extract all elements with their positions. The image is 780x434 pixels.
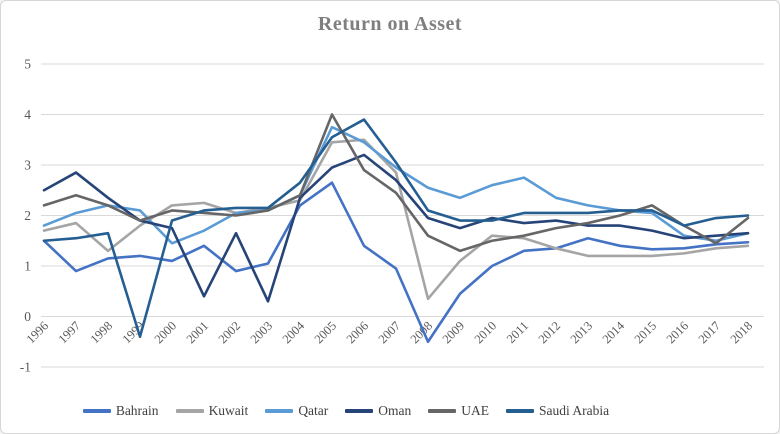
legend-swatch: [82, 409, 111, 413]
legend-label: Qatar: [298, 403, 329, 418]
y-tick-label: 3: [24, 158, 31, 173]
series-line-qatar: [42, 125, 750, 245]
chart-title: Return on Asset: [317, 13, 463, 35]
series-line-uae: [42, 113, 750, 253]
x-tick-label: 2005: [312, 319, 340, 347]
x-axis-labels: 1996 1997 1998 1999 2000 2001 2002 2003 2004 2005…: [24, 318, 756, 346]
gridlines: [41, 63, 764, 368]
x-tick-label: 2010: [472, 319, 500, 347]
y-tick-label: 2: [24, 208, 31, 223]
legend-label: Kuwait: [208, 403, 249, 418]
legend-item-saudi-arabia: Saudi Arabia: [506, 403, 609, 419]
series-lines: [42, 113, 750, 344]
x-tick-label: 2015: [632, 319, 660, 347]
x-tick-label: 2014: [600, 318, 628, 346]
x-tick-label: 2007: [376, 319, 404, 347]
x-tick-label: 2006: [344, 319, 372, 347]
x-tick-label: 2002: [216, 319, 244, 347]
y-axis-labels: 5 4 3 2 1 0 -1: [20, 57, 32, 375]
series-line-saudi-arabia: [42, 118, 750, 339]
legend-item-qatar: Qatar: [265, 403, 328, 419]
x-tick-label: 2012: [536, 319, 564, 347]
y-tick-label: 1: [24, 259, 31, 274]
x-tick-label: 1998: [88, 319, 116, 347]
y-tick-label: 0: [24, 309, 31, 324]
series-line-bahrain: [42, 181, 750, 344]
legend-swatch: [345, 409, 374, 413]
x-tick-label: 1997: [56, 319, 84, 347]
x-tick-label: 2018: [728, 319, 756, 347]
x-tick-label: 2016: [664, 319, 692, 347]
x-tick-label: 2013: [568, 319, 596, 347]
x-tick-label: 2008: [408, 319, 436, 347]
series-line-kuwait: [42, 138, 750, 301]
y-tick-label: -1: [20, 360, 31, 375]
legend-item-oman: Oman: [345, 403, 411, 419]
legend-swatch: [428, 409, 457, 413]
legend-swatch: [175, 409, 204, 413]
x-tick-label: 2004: [280, 318, 308, 346]
x-tick-label: 2009: [440, 319, 468, 347]
legend-label: Saudi Arabia: [539, 403, 610, 418]
y-tick-label: 5: [24, 57, 31, 72]
x-tick-label: 2000: [152, 319, 180, 347]
x-tick-label: 2001: [184, 319, 212, 347]
legend-label: UAE: [461, 403, 490, 418]
legend: Bahrain Kuwait Qatar Oman UAE Saudi Arabia: [1, 403, 735, 419]
legend-item-kuwait: Kuwait: [175, 403, 249, 419]
legend-label: Bahrain: [115, 403, 159, 418]
legend-swatch: [506, 409, 535, 413]
y-tick-label: 4: [24, 107, 31, 122]
legend-swatch: [265, 409, 294, 413]
x-tick-label: 2003: [248, 319, 276, 347]
legend-label: Oman: [378, 403, 412, 418]
series-line-oman: [42, 153, 750, 303]
legend-item-uae: UAE: [428, 403, 489, 419]
x-tick-label: 2017: [696, 319, 724, 347]
x-tick-label: 2011: [504, 319, 531, 346]
legend-item-bahrain: Bahrain: [82, 403, 159, 419]
